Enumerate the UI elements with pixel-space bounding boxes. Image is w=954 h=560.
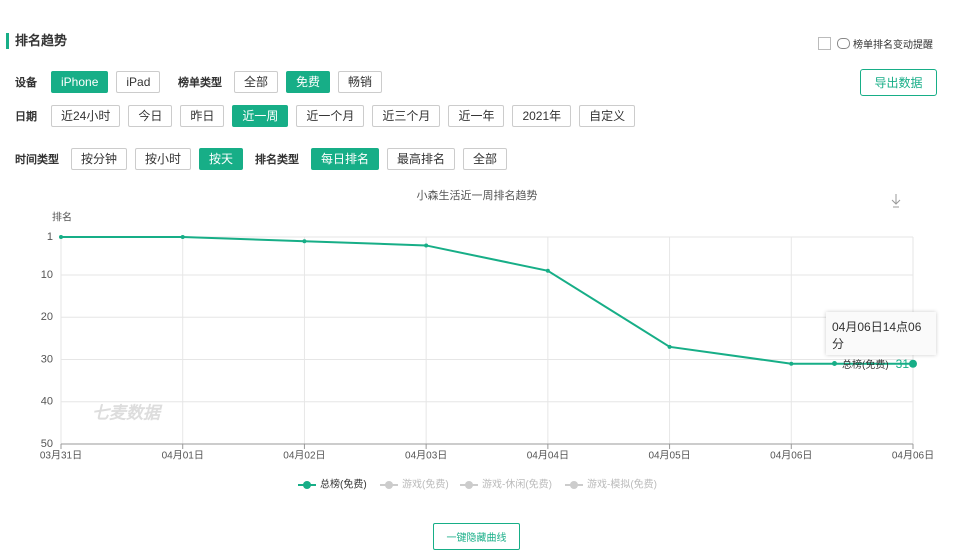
filter-option[interactable]: 2021年 bbox=[512, 105, 572, 127]
y-tick-label: 50 bbox=[41, 438, 53, 450]
filter-option[interactable]: 每日排名 bbox=[311, 148, 380, 170]
chart-title: 小森生活近一周排名趋势 bbox=[417, 188, 538, 202]
filter-option[interactable]: 免费 bbox=[286, 71, 331, 93]
y-tick-label: 20 bbox=[41, 311, 53, 323]
filter-label: 设备 bbox=[15, 77, 37, 89]
tooltip-dot bbox=[832, 361, 837, 366]
point bbox=[302, 239, 307, 244]
filter-option[interactable]: 畅销 bbox=[338, 71, 383, 93]
export-button[interactable]: 导出数据 bbox=[860, 69, 937, 96]
filter-option[interactable]: iPad bbox=[116, 71, 161, 93]
point bbox=[909, 359, 917, 368]
x-tick-label: 04月06日 bbox=[770, 450, 812, 462]
watermark: 七麦数据 bbox=[92, 403, 163, 422]
tooltip-title: 04月06日14点06分 bbox=[832, 320, 922, 351]
x-tick-label: 04月05日 bbox=[648, 450, 690, 462]
filter-group: 榜单类型 全部 免费 畅销 bbox=[178, 71, 390, 93]
wechat-icon bbox=[837, 38, 850, 49]
legend-label: 游戏-休闲(免费) bbox=[482, 478, 552, 491]
download-icon[interactable] bbox=[891, 194, 901, 208]
point bbox=[667, 344, 672, 349]
filter-option[interactable]: 近三个月 bbox=[372, 105, 441, 127]
filter-group: 排名类型 每日排名 最高排名 全部 bbox=[255, 148, 515, 170]
y-axis-label: 排名 bbox=[52, 211, 72, 224]
y-tick-label: 1 bbox=[47, 231, 53, 243]
y-tick-label: 40 bbox=[41, 396, 53, 408]
tooltip: 04月06日14点06分 总榜(免费) 31 bbox=[826, 312, 936, 371]
legend-label: 总榜(免费) bbox=[320, 478, 367, 491]
filter-option[interactable]: 近一周 bbox=[232, 105, 289, 127]
series-line bbox=[61, 236, 913, 365]
hide-curves-button[interactable]: 一键隐藏曲线 bbox=[433, 523, 520, 550]
legend-dot bbox=[385, 481, 393, 489]
legend-dot bbox=[570, 481, 578, 489]
legend-label: 游戏(免费) bbox=[402, 478, 449, 491]
tooltip-value: 31 bbox=[895, 356, 910, 371]
filter-option[interactable]: 今日 bbox=[128, 105, 173, 127]
point bbox=[59, 235, 63, 239]
filter-option[interactable]: 全部 bbox=[463, 148, 508, 170]
x-tick-label: 04月02日 bbox=[283, 450, 325, 462]
reminder[interactable]: 榜单排名变动提醒 bbox=[818, 36, 933, 51]
filter-option[interactable]: 自定义 bbox=[579, 105, 636, 127]
legend-dot bbox=[303, 481, 311, 489]
filter-option[interactable]: 近一个月 bbox=[296, 105, 365, 127]
point bbox=[180, 235, 185, 239]
legend-dot bbox=[465, 481, 473, 489]
filter-option[interactable]: 最高排名 bbox=[387, 148, 456, 170]
filter-option[interactable]: 按天 bbox=[199, 148, 244, 170]
point bbox=[424, 243, 429, 248]
filter-group: 时间类型 按分钟 按小时 按天 bbox=[15, 148, 251, 170]
export-label: 导出数据 bbox=[874, 76, 923, 90]
x-tick-label: 04月03日 bbox=[405, 450, 447, 462]
filter-label: 榜单类型 bbox=[178, 77, 222, 89]
filter-group: 设备 iPhone iPad bbox=[15, 71, 168, 93]
y-tick-label: 10 bbox=[41, 269, 53, 281]
filter-option[interactable]: 按分钟 bbox=[71, 148, 128, 170]
x-tick-label: 04月01日 bbox=[162, 450, 204, 462]
filter-group: 日期 近24小时 今日 昨日 近一周 近一个月 近三个月 近一年 2021年 自定义 bbox=[15, 105, 643, 127]
legend-label: 游戏-模拟(免费) bbox=[587, 478, 657, 491]
filter-option[interactable]: 近24小时 bbox=[51, 105, 121, 127]
filter-label: 排名类型 bbox=[255, 154, 299, 166]
filter-option[interactable]: 全部 bbox=[234, 71, 279, 93]
y-tick-label: 30 bbox=[41, 353, 53, 365]
hide-curves-label: 一键隐藏曲线 bbox=[446, 533, 507, 544]
x-tick-label: 03月31日 bbox=[40, 450, 82, 462]
filter-option[interactable]: 按小时 bbox=[135, 148, 192, 170]
reminder-label: 榜单排名变动提醒 bbox=[853, 40, 933, 51]
point bbox=[545, 268, 550, 273]
x-tick-label: 04月06日 bbox=[892, 450, 934, 462]
filter-label: 日期 bbox=[15, 111, 37, 123]
x-tick-label: 04月04日 bbox=[527, 450, 569, 462]
filter-option[interactable]: 昨日 bbox=[180, 105, 225, 127]
point bbox=[789, 361, 794, 366]
section-title: 排名趋势 bbox=[6, 33, 67, 49]
filter-label: 时间类型 bbox=[15, 154, 59, 166]
checkbox[interactable] bbox=[818, 37, 831, 50]
filter-option[interactable]: iPhone bbox=[51, 71, 109, 93]
tooltip-series: 总榜(免费) bbox=[842, 360, 889, 371]
filter-option[interactable]: 近一年 bbox=[448, 105, 505, 127]
